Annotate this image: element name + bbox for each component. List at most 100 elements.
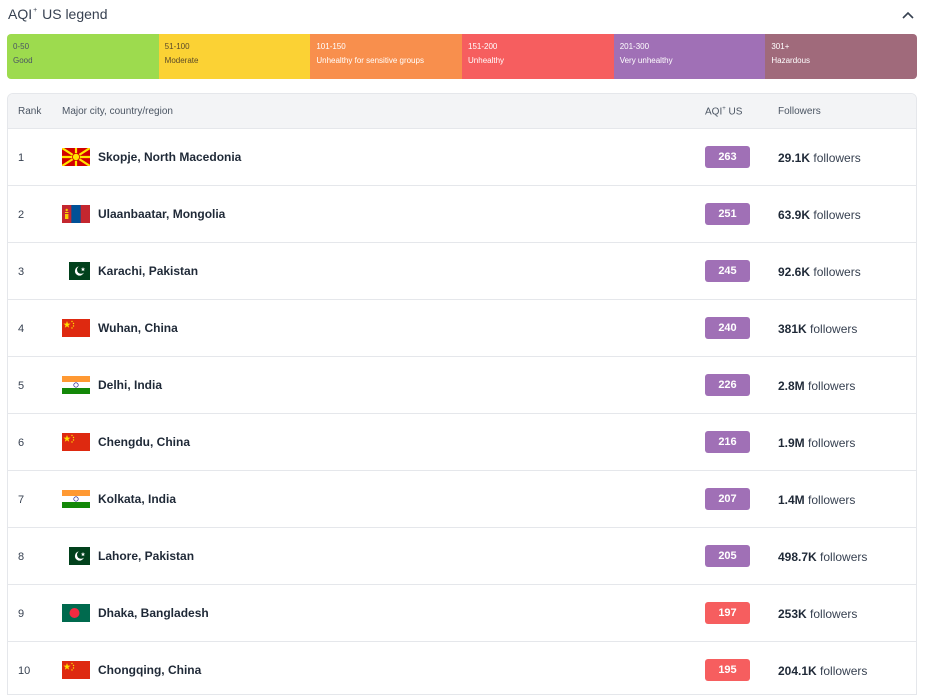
- followers-word: followers: [813, 208, 861, 222]
- header-rank: Rank: [18, 106, 42, 117]
- followers-cell: 498.7K followers: [778, 550, 867, 564]
- aqi-badge: 251: [705, 203, 750, 225]
- aqi-badge: 205: [705, 545, 750, 567]
- followers-cell: 2.8M followers: [778, 379, 855, 393]
- table-row[interactable]: 2 Ulaanbaatar, Mongolia 251 63.9K followers: [8, 185, 916, 242]
- followers-count: 92.6K: [778, 265, 811, 279]
- followers-word: followers: [810, 607, 858, 621]
- city-ranking-table: Rank Major city, country/region AQI+ US …: [7, 93, 917, 695]
- legend-title-sup: +: [33, 7, 38, 14]
- legend-segment-hazardous: 301+ Hazardous: [765, 34, 917, 79]
- aqi-badge: 195: [705, 659, 750, 681]
- collapse-button[interactable]: [898, 5, 918, 25]
- legend-range: 51-100: [164, 42, 190, 51]
- header-aqi: AQI+ US: [705, 106, 742, 117]
- city-name-link[interactable]: Kolkata, India: [98, 492, 177, 506]
- legend-label: Hazardous: [771, 56, 811, 65]
- followers-cell: 29.1K followers: [778, 151, 861, 165]
- aqi-badge: 226: [705, 374, 750, 396]
- followers-cell: 1.9M followers: [778, 436, 855, 450]
- rank-cell: 4: [18, 323, 25, 335]
- followers-cell: 381K followers: [778, 322, 857, 336]
- legend-segment-unhealthy: 151-200 Unhealthy: [462, 34, 614, 79]
- followers-cell: 1.4M followers: [778, 493, 855, 507]
- followers-word: followers: [813, 151, 861, 165]
- header-aqi-rest: US: [725, 106, 743, 118]
- followers-word: followers: [810, 322, 858, 336]
- followers-count: 63.9K: [778, 208, 811, 222]
- table-row[interactable]: 10 Chongqing, China 195 204.1K followers: [8, 641, 916, 694]
- legend-range: 0-50: [13, 42, 30, 51]
- mongolia-flag-icon: [62, 205, 90, 223]
- followers-count: 498.7K: [778, 550, 817, 564]
- aqi-badge: 216: [705, 431, 750, 453]
- followers-word: followers: [820, 550, 868, 564]
- legend-title: AQI + US legend: [8, 6, 108, 22]
- table-row[interactable]: 8 Lahore, Pakistan 205 498.7K followers: [8, 527, 916, 584]
- followers-word: followers: [808, 436, 856, 450]
- legend-label: Unhealthy for sensitive groups: [316, 56, 424, 65]
- legend-title-aqi: AQI: [8, 6, 33, 22]
- table-row[interactable]: 4 Wuhan, China 240 381K followers: [8, 299, 916, 356]
- header-aqi-main: AQI: [705, 106, 723, 118]
- rank-cell: 7: [18, 494, 25, 506]
- legend-range: 201-300: [619, 42, 650, 51]
- header-city: Major city, country/region: [62, 106, 173, 117]
- rank-cell: 2: [18, 209, 25, 221]
- followers-count: 381K: [778, 322, 807, 336]
- aqi-badge: 245: [705, 260, 750, 282]
- table-row[interactable]: 3 Karachi, Pakistan 245 92.6K followers: [8, 242, 916, 299]
- rank-cell: 8: [18, 551, 25, 563]
- china-flag-icon: [62, 319, 90, 337]
- city-name-link[interactable]: Dhaka, Bangladesh: [98, 606, 209, 620]
- legend-range: 151-200: [468, 42, 498, 51]
- rank-cell: 5: [18, 380, 25, 392]
- followers-word: followers: [813, 265, 861, 279]
- header-aqi-sup: +: [722, 106, 726, 112]
- aqi-badge: 207: [705, 488, 750, 510]
- table-header: Rank Major city, country/region AQI+ US …: [8, 94, 916, 128]
- city-name-link[interactable]: Skopje, North Macedonia: [98, 150, 242, 164]
- legend-label: Good: [13, 56, 33, 65]
- table-row[interactable]: 1 Skopje, North Macedonia 263 29.1K followe…: [8, 128, 916, 185]
- followers-cell: 253K followers: [778, 607, 857, 621]
- followers-word: followers: [820, 664, 868, 678]
- rank-cell: 9: [18, 608, 25, 620]
- city-name-link[interactable]: Karachi, Pakistan: [98, 264, 199, 278]
- table-row[interactable]: 7 Kolkata, India 207 1.4M followers: [8, 470, 916, 527]
- rank-cell: 3: [18, 266, 25, 278]
- followers-count: 29.1K: [778, 151, 811, 165]
- pakistan-flag-icon: [62, 262, 90, 280]
- city-name-link[interactable]: Chengdu, China: [98, 435, 190, 449]
- aqi-badge: 197: [705, 602, 750, 624]
- city-name-link[interactable]: Chongqing, China: [98, 663, 202, 677]
- legend-header: AQI + US legend: [0, 0, 929, 30]
- aqi-badge: 263: [705, 146, 750, 168]
- legend-label: Very unhealthy: [619, 56, 673, 65]
- table-row[interactable]: 6 Chengdu, China 216 1.9M followers: [8, 413, 916, 470]
- legend-segment-good: 0-50 Good: [7, 34, 159, 79]
- followers-cell: 92.6K followers: [778, 265, 861, 279]
- rank-cell: 10: [18, 665, 31, 677]
- legend-label: Unhealthy: [468, 56, 505, 65]
- city-name-link[interactable]: Ulaanbaatar, Mongolia: [98, 207, 226, 221]
- legend-range: 301+: [771, 42, 790, 51]
- chevron-up-icon: [902, 11, 914, 19]
- followers-count: 1.9M: [778, 436, 805, 450]
- city-name-link[interactable]: Delhi, India: [98, 378, 163, 392]
- city-name-link[interactable]: Lahore, Pakistan: [98, 549, 195, 563]
- table-body: 1 Skopje, North Macedonia 263 29.1K followe…: [8, 128, 916, 694]
- header-followers: Followers: [778, 106, 821, 117]
- followers-count: 253K: [778, 607, 807, 621]
- china-flag-icon: [62, 661, 90, 679]
- india-flag-icon: [62, 490, 90, 508]
- table-row[interactable]: 5 Delhi, India 226 2.8M followers: [8, 356, 916, 413]
- table-row[interactable]: 9 Dhaka, Bangladesh 197 253K followers: [8, 584, 916, 641]
- followers-cell: 63.9K followers: [778, 208, 861, 222]
- followers-count: 2.8M: [778, 379, 805, 393]
- rank-cell: 6: [18, 437, 25, 449]
- city-name-link[interactable]: Wuhan, China: [98, 321, 178, 335]
- bangladesh-flag-icon: [62, 604, 90, 622]
- followers-count: 204.1K: [778, 664, 817, 678]
- legend-label: Moderate: [164, 56, 199, 65]
